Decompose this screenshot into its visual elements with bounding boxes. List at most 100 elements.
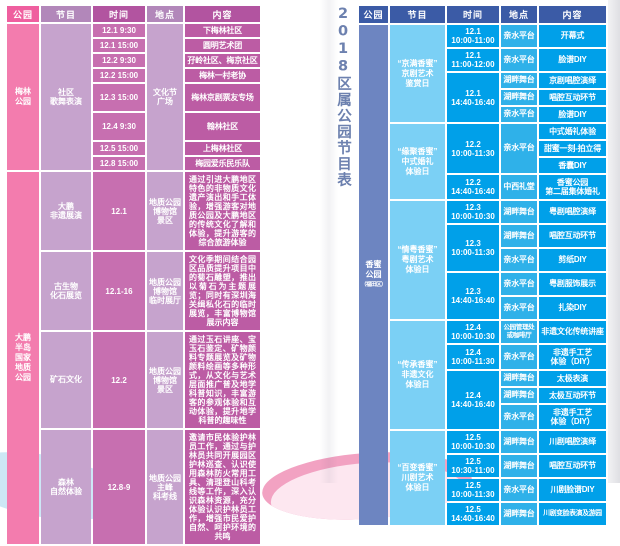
table-row: 亲水平台 剪纸DIY [359,249,606,271]
content-cell: 脸谱DIY [539,49,606,71]
time-cell: 12.4 9:30 [93,113,145,140]
time-cell: 12.8-9 [93,430,145,544]
place-cell: 湖畔舞台 [501,73,537,88]
content-cell: 翰林社区 [185,113,260,140]
table-row: 湖畔舞台 唱腔互动环节 [359,90,606,105]
content-cell: 开幕式 [539,25,606,47]
program-cell: “情粤香蜜” 粤剧艺术 体验日 [390,201,445,319]
place-cell: 亲水平台 [501,124,537,173]
content-cell: 太极表演 [539,371,606,386]
park-cell: 香蜜 公园 （福田区） [359,25,388,525]
place-cell: 亲水平台 [501,107,537,122]
content-cell: 太极互动环节 [539,388,606,403]
table-row: 森林 自然体验 12.8-9 地质公园 主峰 科考线 邀请市民体验护林员工作，通… [7,430,260,544]
program-cell: “缘聚香蜜” 中式婚礼 体验日 [390,124,445,199]
program-cell: “百变香蜜” 川剧艺术 体验日 [390,431,445,525]
table-row: “缘聚香蜜” 中式婚礼 体验日 12.2 10:00-11:30 亲水平台 中式… [359,124,606,199]
table-row: 12.2 15:00 梅林一村老协 [7,69,260,82]
time-cell: 12.3 15:00 [93,84,145,111]
table-row: “情粤香蜜” 粤剧艺术 体验日 12.3 10:00-10:30 湖畔舞台 粤剧… [359,201,606,319]
program-cell: 古生物 化石展览 [41,252,91,330]
content-cell: 非遗手工艺 体验（DIY） [539,345,606,369]
place-cell: 湖畔舞台 [501,201,537,223]
table-row: 12.3 14:40-16:40 亲水平台 粤剧服饰展示 [359,273,606,319]
park-cell: 大鹏 半岛 国家 地质 公园 [7,172,39,544]
content-cell: 唱腔互动环节 [539,225,606,247]
place-cell: 湖畔舞台 [501,455,537,477]
table-row: “百变香蜜” 川剧艺术 体验日 12.5 10:00-10:30 湖畔舞台 川剧… [359,431,606,525]
table-row: 12.2 14:40-16:40 中西礼堂 香蜜公园 第二届集体婚礼 [359,175,606,199]
place-cell: 文化节 广场 [147,24,183,170]
time-cell: 12.2 14:40-16:40 [447,175,499,199]
time-cell: 12.1 11:00-12:00 [447,49,499,71]
time-cell: 12.8 15:00 [93,157,145,170]
place-cell: 湖畔舞台 [501,503,537,525]
content-cell: 粤剧服饰展示 [539,273,606,295]
table-row: 12.1 14:40-16:40 湖畔舞台 京剧唱腔演绎 [359,73,606,122]
left-col-header-content: 内容 [185,6,260,22]
place-cell: 地质公园 博物馆 景区 [147,172,183,250]
content-cell: 川剧唱腔演绎 [539,431,606,453]
table-row: 矿石文化 12.2 地质公园 博物馆 景区 通过玉石讲座、宝玉石鉴定、矿物颜料专… [7,332,260,428]
right-col-header-place: 地点 [501,6,537,23]
time-cell: 12.1 [93,172,145,250]
program-cell: 社区 歌舞表演 [41,24,91,170]
content-cell: 脸谱DIY [539,107,606,122]
left-schedule-table: 公园 节目 时间 地点 内容 梅林 公园 社区 歌舞表演 12.1 9:30 文… [5,4,262,546]
table-row: 亲水平台 非遗手工艺 体验（DIY） [359,405,606,429]
content-cell: 通过玉石讲座、宝玉石鉴定、矿物颜料专题展览及矿物颜料绘画等多种形式，从文化与艺术… [185,332,260,428]
place-cell: 地质公园 博物馆 临时展厅 [147,252,183,330]
content-cell: 香蜜公园 第二届集体婚礼 [539,175,606,199]
content-cell: 邀请市民体验护林员工作，通过与护林员共同开展园区护林巡查、认识使用森林防火常用工… [185,430,260,544]
page-title: 2018区属公园节目表 [335,6,351,188]
time-cell: 12.2 9:30 [93,54,145,67]
time-cell: 12.1 10:00-11:00 [447,25,499,47]
time-cell: 12.5 14:40-16:40 [447,503,499,525]
content-cell: 粤剧唱腔演绎 [539,201,606,223]
content-cell: 文化季期间结合园区品质提升项目中的菊石雕塑，推出以菊石为主题展览；同时有深圳海关… [185,252,260,330]
right-header-row: 公园 节目 时间 地点 内容 [359,6,606,23]
content-cell: 下梅林社区 [185,24,260,37]
time-cell: 12.1 9:30 [93,24,145,37]
place-cell: 地质公园 主峰 科考线 [147,430,183,544]
table-row: “传承香蜜” 非遗文化 体验日 12.4 10:00-10:30 公园管理处 或… [359,321,606,429]
left-header-row: 公园 节目 时间 地点 内容 [7,6,260,22]
content-cell: 唱腔互动环节 [539,455,606,477]
place-cell: 湖畔舞台 [501,90,537,105]
content-cell: 梅林京剧票友专场 [185,84,260,111]
place-cell: 亲水平台 [501,25,537,47]
park-name: 香蜜 公园 [365,260,382,279]
table-row: 12.1 11:00-12:00 亲水平台 脸谱DIY [359,49,606,71]
time-cell: 12.4 10:00-10:30 [447,321,499,343]
table-row: 12.5 15:00 上梅林社区 [7,142,260,155]
content-cell: 剪纸DIY [539,249,606,271]
place-cell: 亲水平台 [501,49,537,71]
time-cell: 12.2 10:00-11:30 [447,124,499,173]
time-cell: 12.2 [93,332,145,428]
time-cell: 12.3 10:00-10:30 [447,201,499,223]
table-row: 12.4 14:40-16:40 湖畔舞台 太极表演 [359,371,606,429]
content-cell: 中式婚礼体验 [539,124,606,139]
place-cell: 公园管理处 或咖啡厅 [501,321,537,343]
right-col-header-park: 公园 [359,6,388,23]
place-cell: 亲水平台 [501,297,537,319]
table-row: 香囊DIY [359,158,606,173]
time-cell: 12.5 10:30-11:00 [447,455,499,477]
content-cell: 非遗手工艺 体验（DIY） [539,405,606,429]
time-cell: 12.3 14:40-16:40 [447,273,499,319]
park-district: （福田区） [361,282,387,288]
table-row: 梅林 公园 社区 歌舞表演 12.1 9:30 文化节 广场 下梅林社区 [7,24,260,170]
content-cell: 扎染DIY [539,297,606,319]
place-cell: 湖畔舞台 [501,225,537,247]
content-cell: 圆明艺术团 [185,39,260,52]
time-cell: 12.4 14:40-16:40 [447,371,499,429]
time-cell: 12.1-16 [93,252,145,330]
right-col-header-time: 时间 [447,6,499,23]
time-cell: 12.4 10:00-11:30 [447,345,499,369]
place-cell: 亲水平台 [501,273,537,295]
table-row: 12.3 10:00-11:30 湖畔舞台 唱腔互动环节 [359,225,606,271]
right-col-header-content: 内容 [539,6,606,23]
right-col-header-program: 节目 [390,6,445,23]
time-cell: 12.5 15:00 [93,142,145,155]
table-row: 12.8 15:00 梅园爱乐民乐队 [7,157,260,170]
